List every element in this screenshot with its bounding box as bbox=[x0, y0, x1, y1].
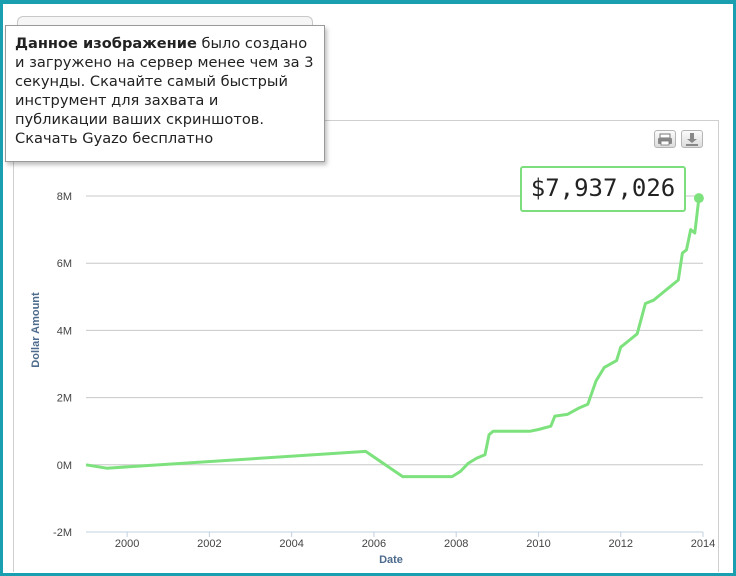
y-tick-label: 6M bbox=[57, 258, 72, 270]
y-tick-label: 4M bbox=[57, 325, 72, 337]
x-tick-label: 2010 bbox=[526, 538, 550, 550]
y-tick-label: 0M bbox=[57, 460, 72, 472]
y-tick-label: 8M bbox=[57, 191, 72, 203]
highlight-point[interactable] bbox=[693, 193, 704, 204]
x-tick-label: 2004 bbox=[279, 538, 303, 550]
series-layer bbox=[85, 193, 704, 479]
x-axis-ticks: 2000 2002 2004 2006 2008 2010 2012 2014 bbox=[86, 531, 715, 550]
tooltip-text: было создано и загружено на сервер менее… bbox=[15, 35, 314, 147]
x-tick-label: 2000 bbox=[115, 538, 139, 550]
x-tick-label: 2002 bbox=[197, 538, 221, 550]
y-tick-label: 2M bbox=[57, 393, 72, 405]
y-axis-ticks: -2M 0M 2M 4M 6M 8M bbox=[53, 191, 72, 539]
value-callout: $7,937,026 bbox=[520, 166, 686, 212]
x-tick-label: 2008 bbox=[444, 538, 468, 550]
x-tick-label: 2006 bbox=[362, 538, 386, 550]
y-axis-title: Dollar Amount bbox=[30, 292, 42, 368]
series-line bbox=[85, 197, 701, 479]
gyazo-tooltip[interactable]: Данное изображение было создано и загруж… bbox=[5, 25, 325, 162]
x-tick-label: 2014 bbox=[691, 538, 715, 550]
print-button[interactable] bbox=[654, 130, 676, 148]
printer-icon bbox=[658, 133, 672, 146]
x-tick-label: 2012 bbox=[608, 538, 632, 550]
callout-value: $7,937,026 bbox=[530, 174, 676, 202]
tooltip-bold-text: Данное изображение bbox=[15, 35, 197, 52]
x-axis-title: Date bbox=[379, 554, 403, 566]
y-tick-label: -2M bbox=[53, 527, 72, 539]
download-icon bbox=[686, 133, 698, 146]
download-button[interactable] bbox=[681, 130, 703, 148]
